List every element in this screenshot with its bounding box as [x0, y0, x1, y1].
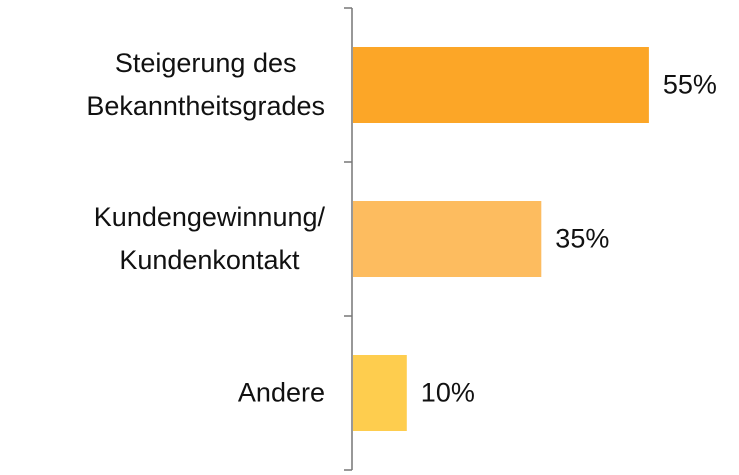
- bar: [353, 47, 649, 123]
- value-label: 35%: [555, 223, 610, 254]
- category-label: Kundengewinnung/ Kundenkontakt: [93, 202, 325, 275]
- value-label: 55%: [662, 69, 717, 100]
- bar: [353, 355, 407, 431]
- value-label: 10%: [420, 377, 475, 408]
- bar: [353, 201, 542, 277]
- category-label: Andere: [237, 377, 325, 408]
- category-label: Steigerung des Bekanntheitsgrades: [86, 48, 325, 121]
